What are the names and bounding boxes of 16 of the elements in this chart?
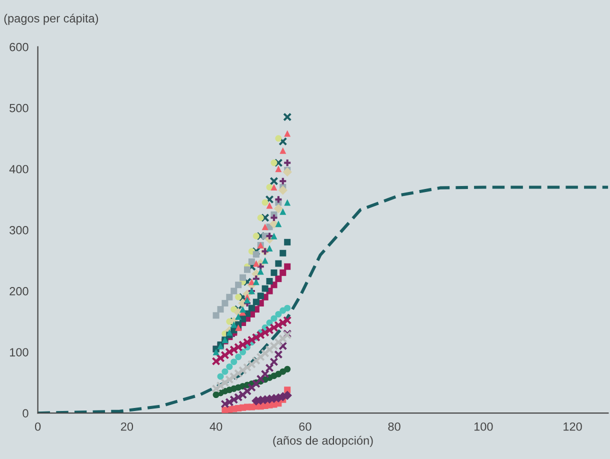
x-tick-label: 120	[564, 422, 582, 431]
y-axis-title: (pagos per cápita)	[4, 14, 98, 25]
y-tick-label: 0	[22, 409, 28, 418]
x-tick-label: 0	[35, 422, 41, 431]
x-tick-label: 100	[474, 422, 493, 431]
y-tick-label: 600	[10, 42, 28, 52]
x-tick-label: 60	[299, 422, 312, 431]
y-tick-label: 500	[10, 104, 28, 112]
y-tick-label: 200	[10, 287, 28, 296]
x-tick-label: 20	[120, 422, 134, 431]
y-tick-label: 100	[10, 348, 28, 356]
x-tick-label: 40	[210, 422, 222, 431]
y-tick-label: 300	[10, 226, 28, 234]
x-axis-title: (años de adopción)	[273, 436, 373, 448]
y-tick-label: 400	[9, 164, 28, 174]
x-tick-label: 80	[388, 422, 400, 431]
